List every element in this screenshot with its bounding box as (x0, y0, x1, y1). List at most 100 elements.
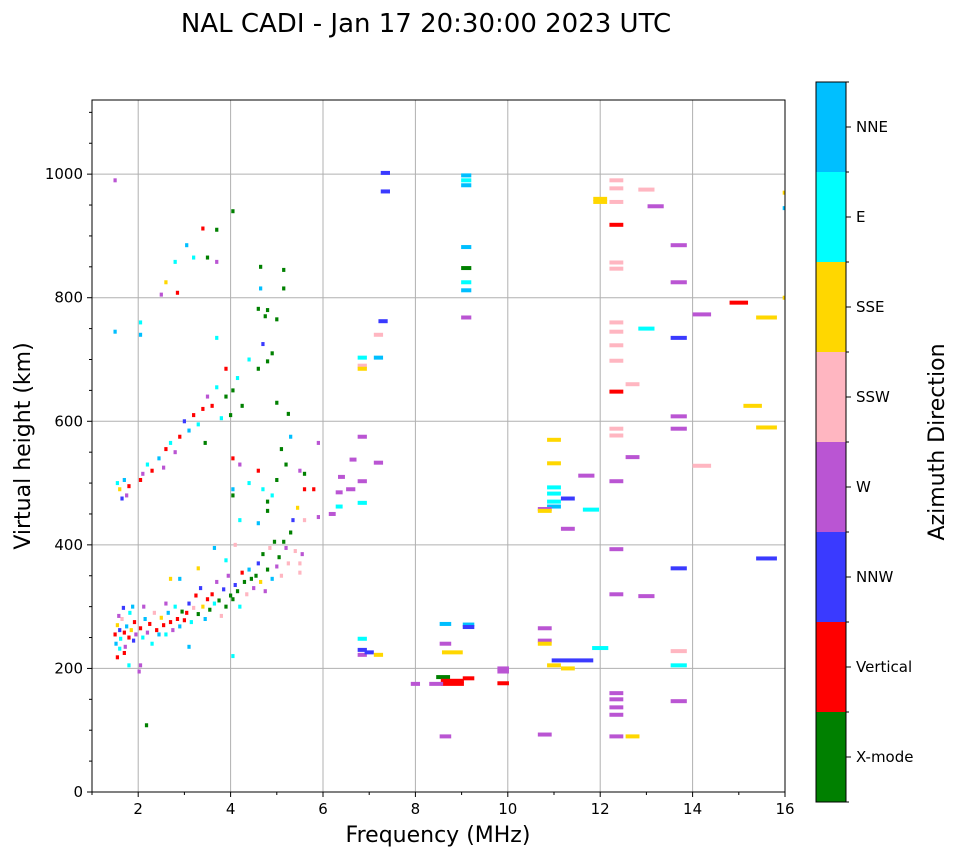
echo-mark-vertical (122, 650, 126, 655)
echo-mark-w (537, 626, 552, 631)
echo-mark-sse (547, 461, 561, 466)
echo-mark-w (439, 641, 452, 646)
echo-mark-w (357, 652, 367, 657)
echo-mark-w (461, 315, 472, 320)
echo-mark-e (235, 376, 240, 381)
echo-mark-e (547, 485, 561, 490)
echo-mark-ssw (298, 570, 302, 575)
y-axis-label: Virtual height (km) (11, 342, 36, 549)
echo-mark-e (231, 654, 235, 659)
echo-mark-ssw (625, 382, 640, 387)
echo-mark-ssw (152, 610, 156, 615)
x-axis: 2 4 6 8 10 12 14 16 (91, 792, 795, 818)
echo-mark-sse (373, 652, 384, 657)
grid (92, 100, 786, 793)
echo-mark-ssw (219, 613, 223, 618)
echo-mark-x-mode (263, 314, 267, 319)
echo-mark-w (298, 468, 302, 473)
echo-mark-x-mode (240, 403, 244, 408)
echo-mark-ssw (609, 433, 624, 438)
echo-mark-ssw (609, 320, 624, 325)
echo-mark-sse (782, 295, 785, 300)
y-tick-label: 1000 (45, 165, 83, 183)
echo-mark-w (252, 586, 256, 591)
echo-mark-w (159, 292, 163, 297)
echo-mark-vertical (185, 610, 189, 615)
echo-mark-nne (187, 428, 191, 433)
echo-mark-w (670, 699, 687, 704)
echo-mark-e (141, 635, 145, 640)
echo-mark-nne (125, 624, 129, 629)
colorbar-segment-nnw (816, 532, 846, 622)
echo-mark-ssw (120, 617, 124, 621)
echo-mark-sse (357, 366, 367, 371)
echo-mark-sse (756, 425, 777, 430)
echo-mark-w (670, 414, 687, 419)
echo-mark-w (692, 312, 712, 317)
echo-mark-x-mode (254, 573, 258, 578)
echo-mark-x-mode (231, 597, 235, 602)
echo-mark-ssw (609, 358, 624, 363)
echo-mark-nne (259, 286, 263, 291)
echo-mark-vertical (194, 593, 198, 598)
echo-mark-ssw (233, 542, 237, 547)
echo-mark-x-mode (224, 604, 228, 609)
echo-mark-vertical (192, 413, 196, 418)
echo-mark-x-mode (231, 388, 235, 393)
echo-mark-x-mode (231, 493, 235, 498)
echo-mark-w (275, 564, 279, 569)
echo-mark-nnw (198, 586, 203, 591)
echo-mark-nne (256, 521, 260, 526)
echo-mark-w (670, 243, 687, 248)
echo-mark-e (261, 487, 265, 492)
echo-mark-w (497, 666, 509, 671)
echo-mark-sse (560, 666, 575, 671)
echo-mark-nnw (551, 658, 594, 663)
chart-title: NAL CADI - Jan 17 20:30:00 2023 UTC (181, 9, 671, 39)
echo-mark-x-mode (461, 266, 472, 271)
echo-mark-e (357, 355, 367, 360)
echo-mark-x-mode (289, 530, 293, 535)
x-tick-label: 4 (226, 800, 236, 818)
echo-mark-w (328, 511, 336, 516)
echo-mark-ssw (670, 649, 687, 654)
echo-mark-x-mode (265, 308, 270, 313)
echo-mark-x-mode (282, 286, 286, 291)
echo-mark-w (410, 681, 421, 686)
echo-mark-ssw (357, 363, 367, 368)
echo-mark-x-mode (265, 567, 270, 572)
echo-mark-e (247, 481, 251, 486)
echo-mark-vertical (240, 570, 244, 575)
echo-mark-vertical (132, 620, 137, 625)
echo-mark-vertical (302, 487, 307, 492)
plot-frame (91, 99, 786, 793)
echo-mark-sse (537, 508, 552, 513)
echo-mark-nne (547, 504, 561, 509)
echo-mark-e (173, 259, 177, 264)
echo-mark-vertical (175, 617, 180, 621)
echo-mark-nne (178, 576, 182, 581)
echo-mark-vertical (205, 597, 210, 602)
echo-mark-w (439, 734, 452, 739)
echo-mark-nne (166, 610, 170, 615)
echo-mark-vertical (609, 222, 624, 227)
echo-mark-w (226, 573, 230, 578)
echo-mark-vertical (312, 487, 316, 492)
echo-mark-sse (593, 199, 608, 204)
echo-mark-w (335, 490, 343, 495)
echo-mark-ssw (293, 549, 297, 554)
echo-mark-sse (295, 505, 300, 510)
echo-mark-nne (122, 477, 126, 482)
echo-mark-e (164, 632, 168, 637)
echo-mark-w (113, 178, 117, 183)
y-tick-label: 600 (54, 412, 83, 430)
echo-mark-vertical (115, 655, 120, 660)
echo-mark-e (118, 646, 122, 651)
echo-mark-vertical (440, 681, 464, 686)
echo-mark-w (349, 457, 357, 462)
echo-mark-w (171, 628, 175, 633)
echo-mark-vertical (164, 447, 168, 452)
echo-mark-w (161, 465, 166, 470)
echo-mark-nnw (378, 319, 388, 324)
